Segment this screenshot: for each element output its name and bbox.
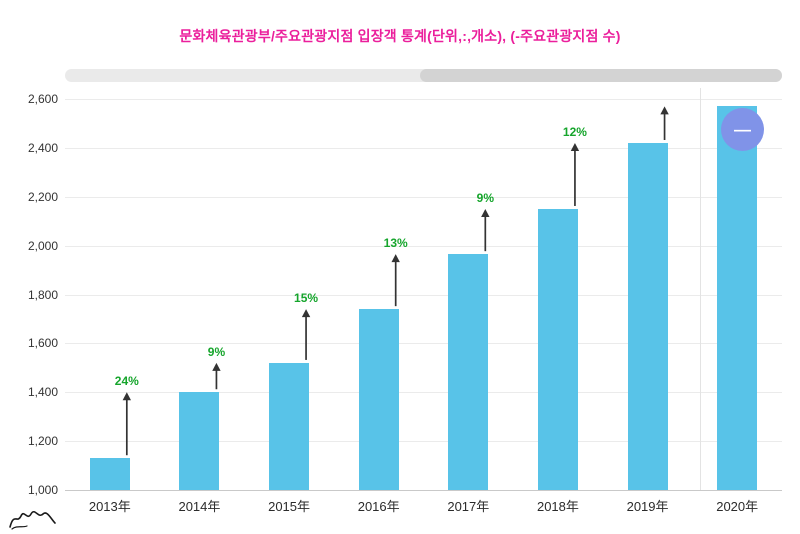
- datazoom-slider[interactable]: [65, 69, 782, 82]
- growth-label: 13%: [383, 236, 408, 251]
- gridline: [65, 490, 782, 491]
- gridline: [65, 343, 782, 345]
- bar-2017[interactable]: [448, 254, 489, 490]
- x-tick-label: 2015年: [268, 499, 311, 514]
- logo-icon: [9, 510, 56, 530]
- growth-arrow: [122, 392, 132, 456]
- collapse-button[interactable]: —: [721, 108, 764, 151]
- y-tick-label: 2,000: [27, 238, 58, 253]
- x-tick-label: 2019年: [626, 499, 669, 514]
- datazoom-slider-handle[interactable]: [420, 69, 782, 82]
- y-tick-label: 2,200: [27, 189, 58, 204]
- bar-2013[interactable]: [89, 458, 130, 490]
- y-tick-label: 1,800: [27, 287, 58, 302]
- x-tick-label: 2014年: [178, 499, 221, 514]
- bar-2018[interactable]: [537, 208, 578, 490]
- y-tick-label: 1,600: [27, 336, 58, 351]
- gridline: [65, 441, 782, 443]
- minus-icon: —: [734, 119, 751, 139]
- growth-label: 9%: [207, 344, 226, 359]
- gridline: [65, 147, 782, 149]
- growth-arrow: [301, 309, 311, 360]
- gridline: [65, 392, 782, 394]
- growth-arrow: [391, 254, 400, 307]
- gridline: [65, 99, 782, 100]
- growth-label: 24%: [114, 374, 139, 389]
- y-tick-label: 2,600: [27, 92, 58, 106]
- x-tick-label: 2016年: [357, 499, 400, 514]
- growth-arrow: [212, 362, 221, 390]
- axis-pointer-line: [700, 88, 701, 490]
- chart-title: 문화체육관광부/주요관광지점 입장객 통계(단위,:,개소), (-주요관광지점…: [179, 28, 621, 44]
- y-tick-label: 2,400: [27, 140, 58, 155]
- bar-2016[interactable]: [358, 309, 399, 490]
- bar-2020[interactable]: [717, 106, 758, 490]
- bar-2014[interactable]: [179, 392, 220, 490]
- growth-arrow: [660, 106, 669, 140]
- bar-2015[interactable]: [269, 362, 310, 490]
- growth-label: 12%: [562, 124, 587, 139]
- growth-label: 15%: [294, 291, 319, 306]
- gridline: [65, 294, 782, 296]
- x-tick-label: 2017年: [447, 499, 490, 514]
- x-tick-label: 2013年: [88, 499, 131, 514]
- gridline: [65, 196, 782, 198]
- bar-2019[interactable]: [627, 142, 668, 490]
- gridline: [65, 245, 782, 247]
- y-tick-label: 1,200: [27, 434, 58, 449]
- x-tick-label: 2020年: [716, 499, 759, 514]
- y-tick-label: 1,400: [27, 385, 58, 400]
- x-tick-label: 2018年: [536, 499, 579, 514]
- growth-label: 9%: [476, 190, 494, 205]
- y-tick-label: 1,000: [27, 483, 58, 497]
